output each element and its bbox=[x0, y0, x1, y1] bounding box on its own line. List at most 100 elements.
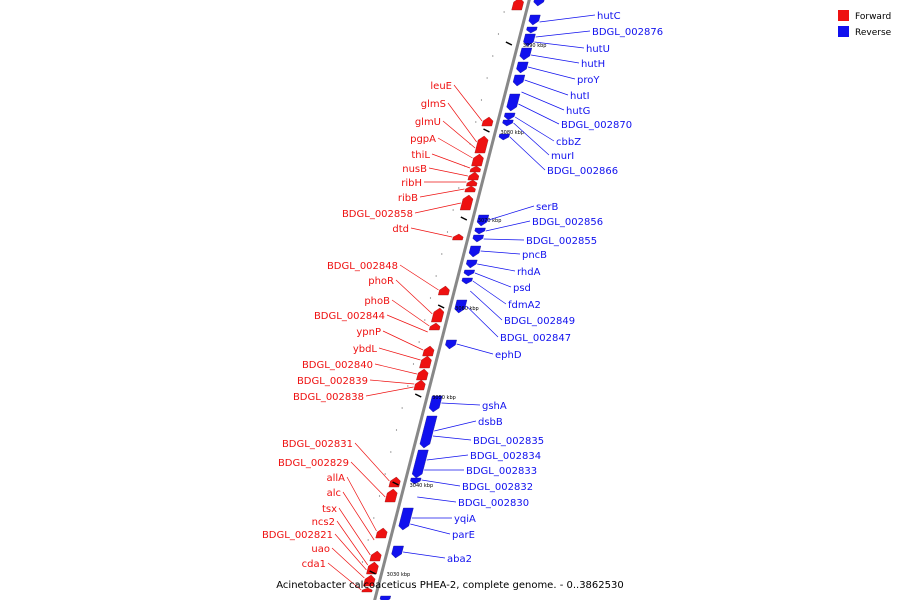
reverse-gene-leader bbox=[524, 79, 569, 96]
forward-gene-feature bbox=[428, 322, 441, 331]
reverse-gene-leader bbox=[470, 290, 503, 321]
forward-gene-label: BDGL_002840 bbox=[302, 360, 373, 371]
forward-gene-label: dtd bbox=[392, 224, 409, 235]
reverse-gene-feature bbox=[474, 227, 486, 235]
forward-gene-label: BDGL_002839 bbox=[297, 376, 368, 387]
reverse-gene-feature bbox=[503, 112, 516, 121]
reverse-gene-leader bbox=[509, 136, 546, 171]
reverse-gene-label: yqiA bbox=[454, 514, 476, 525]
scale-minor-dot bbox=[390, 451, 392, 453]
scale-tick-label: 3060 kbp bbox=[455, 306, 479, 312]
reverse-gene-label: BDGL_002832 bbox=[462, 482, 533, 493]
scale-tick bbox=[483, 128, 490, 133]
scale-minor-dot bbox=[395, 429, 398, 431]
forward-gene-leader bbox=[327, 562, 362, 591]
forward-gene-label: thiL bbox=[411, 150, 430, 161]
reverse-gene-label: BDGL_002830 bbox=[458, 498, 529, 509]
reverse-gene-label: aba2 bbox=[447, 554, 472, 565]
forward-gene-label: ncs2 bbox=[312, 517, 335, 528]
reverse-gene-leader bbox=[513, 122, 550, 156]
forward-gene-leader bbox=[442, 120, 476, 149]
reverse-gene-leader bbox=[530, 54, 580, 64]
reverse-gene-leader bbox=[410, 523, 451, 535]
scale-minor-dot bbox=[361, 561, 364, 563]
reverse-gene-leader bbox=[535, 30, 591, 38]
scale-minor-dot bbox=[429, 297, 432, 299]
scale-minor-dot bbox=[418, 341, 420, 343]
reverse-gene-label: serB bbox=[536, 202, 558, 213]
scale-minor-dot bbox=[475, 121, 477, 123]
reverse-gene-feature bbox=[526, 26, 538, 34]
scale-minor-dot bbox=[486, 77, 488, 79]
reverse-gene-leader bbox=[421, 479, 461, 487]
reverse-gene-label: BDGL_002849 bbox=[504, 316, 575, 327]
reverse-gene-label: BDGL_002876 bbox=[592, 27, 663, 38]
reverse-gene-leader bbox=[534, 41, 585, 49]
forward-gene-leader bbox=[346, 476, 377, 532]
forward-gene-feature bbox=[464, 185, 476, 193]
forward-gene-feature bbox=[437, 285, 450, 296]
forward-gene-leader bbox=[374, 363, 417, 375]
forward-gene-leader bbox=[369, 379, 415, 385]
reverse-gene-leader bbox=[477, 263, 516, 272]
forward-gene-label: alc bbox=[327, 488, 341, 499]
reverse-gene-label: parE bbox=[452, 530, 475, 541]
scale-tick bbox=[392, 481, 399, 486]
forward-gene-label: ribB bbox=[398, 193, 418, 204]
reverse-gene-leader bbox=[527, 66, 576, 80]
forward-gene-label: BDGL_002844 bbox=[314, 311, 385, 322]
forward-gene-feature bbox=[471, 153, 484, 167]
reverse-gene-label: fdmA2 bbox=[508, 300, 541, 311]
forward-gene-label: BDGL_002829 bbox=[278, 458, 349, 469]
forward-gene-label: phoR bbox=[368, 276, 394, 287]
scale-tick-label: 3070 kbp bbox=[478, 218, 502, 224]
forward-gene-feature bbox=[511, 0, 524, 11]
forward-gene-label: ypnP bbox=[356, 327, 381, 338]
reverse-gene-label: hutH bbox=[581, 59, 605, 70]
reverse-gene-feature bbox=[498, 133, 510, 141]
reverse-gene-feature bbox=[461, 277, 473, 285]
forward-gene-leader bbox=[410, 227, 453, 238]
forward-gene-label: phoB bbox=[364, 296, 390, 307]
reverse-gene-leader bbox=[417, 496, 457, 503]
reverse-gene-feature bbox=[468, 245, 482, 258]
reverse-gene-leader bbox=[480, 250, 521, 255]
reverse-gene-feature bbox=[476, 214, 490, 227]
forward-gene-feature bbox=[422, 345, 435, 357]
forward-gene-feature bbox=[431, 307, 445, 323]
reverse-gene-label: psd bbox=[513, 283, 531, 294]
forward-gene-leader bbox=[350, 461, 386, 498]
forward-gene-feature bbox=[384, 488, 398, 503]
reverse-gene-label: hutG bbox=[566, 106, 590, 117]
forward-gene-feature bbox=[366, 561, 379, 575]
legend-reverse-label: Reverse bbox=[855, 28, 892, 38]
scale-minor-dot bbox=[492, 55, 494, 57]
reverse-gene-label: BDGL_002847 bbox=[500, 333, 571, 344]
forward-gene-label: pgpA bbox=[410, 134, 436, 145]
forward-gene-leader bbox=[399, 264, 439, 291]
reverse-gene-leader bbox=[441, 402, 481, 406]
scale-tick-label: 3030 kbp bbox=[387, 572, 411, 578]
scale-minor-dot bbox=[497, 33, 500, 35]
reverse-gene-feature bbox=[506, 93, 521, 112]
scale-minor-dot bbox=[367, 539, 369, 541]
forward-gene-leader bbox=[391, 299, 430, 327]
reverse-gene-feature bbox=[472, 234, 484, 243]
reverse-gene-feature bbox=[528, 14, 541, 26]
reverse-gene-feature bbox=[398, 507, 414, 531]
scale-tick-label: 3050 kbp bbox=[432, 395, 456, 401]
reverse-gene-feature bbox=[445, 339, 457, 350]
forward-gene-label: allA bbox=[326, 473, 345, 484]
reverse-gene-label: murI bbox=[551, 151, 574, 162]
reverse-gene-label: BDGL_002833 bbox=[466, 466, 537, 477]
forward-gene-feature bbox=[481, 116, 494, 127]
forward-gene-leader bbox=[447, 102, 477, 143]
reverse-gene-feature bbox=[463, 269, 475, 277]
reverse-gene-leader bbox=[518, 103, 560, 125]
reverse-gene-leader bbox=[521, 91, 565, 111]
scale-minor-dot bbox=[503, 11, 505, 13]
scale-minor-dot bbox=[401, 407, 403, 409]
forward-gene-leader bbox=[395, 279, 433, 315]
scale-minor-dot bbox=[441, 253, 443, 255]
